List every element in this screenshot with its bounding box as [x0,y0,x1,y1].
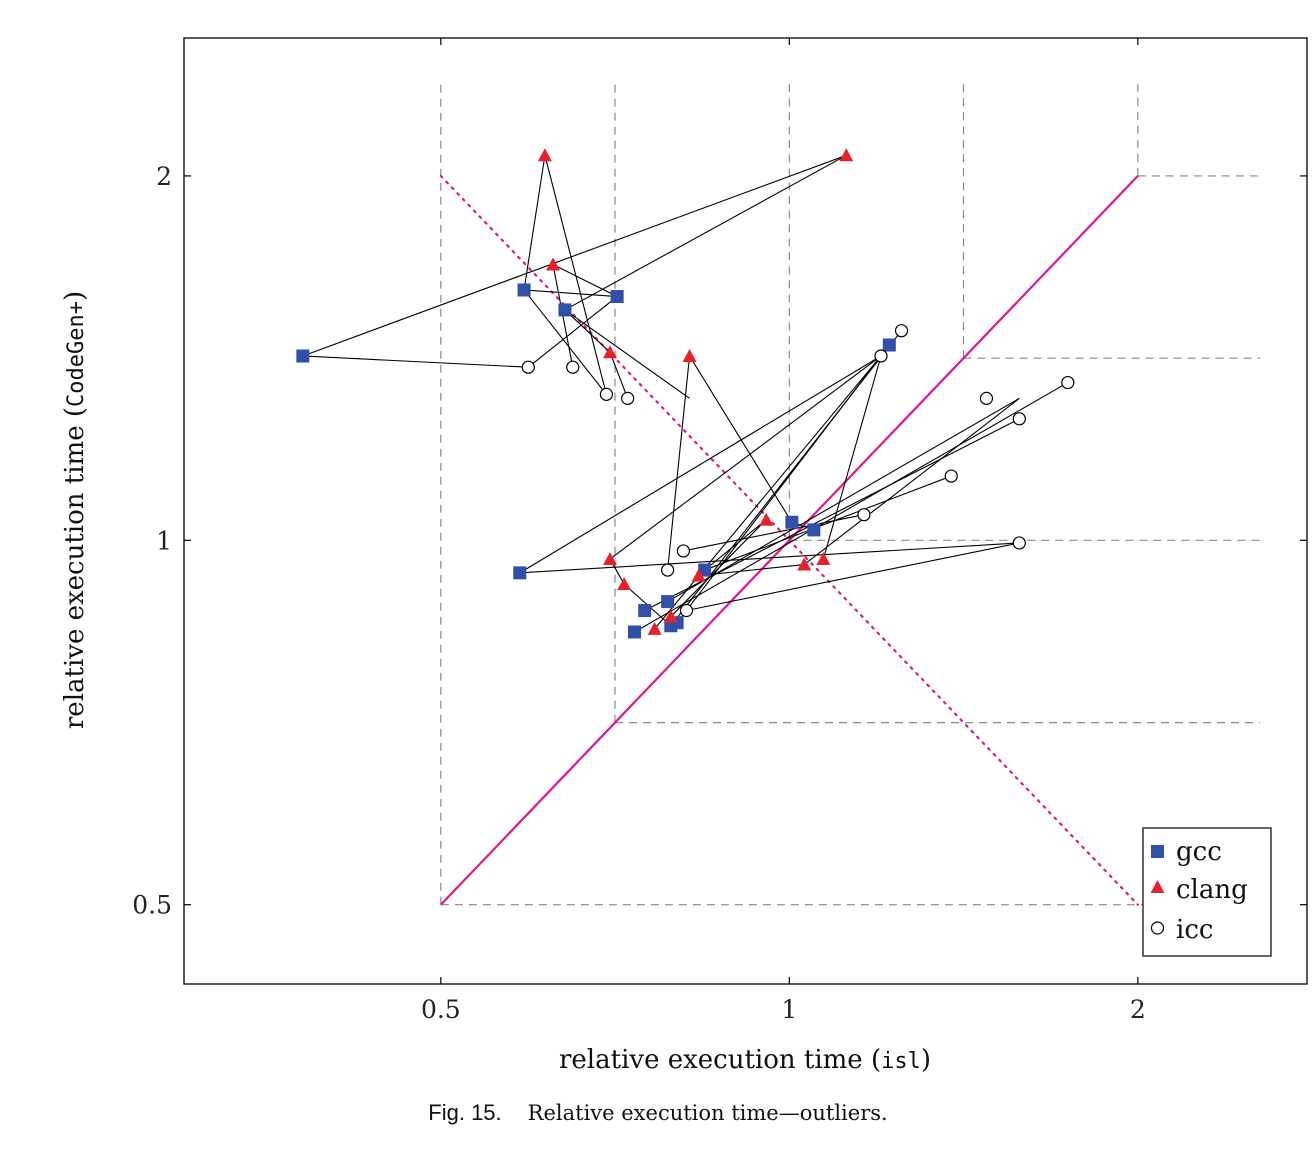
x-tick-label: 0.5 [421,995,461,1024]
anti-diagonal-dotted-line [439,174,1139,906]
caption-text: Relative execution time—outliers. [527,1101,888,1125]
clang-point [537,148,552,162]
connector-line [686,542,1020,612]
connector-line [302,154,847,357]
legend-gcc-marker [1151,845,1164,858]
gcc-point [638,604,652,618]
icc-point [944,469,958,483]
connector-line [609,352,629,399]
y-tick-label: 2 [156,162,172,191]
y-tick-label: 0.5 [132,891,172,920]
icc-point [1012,536,1026,550]
clang-point [839,148,854,162]
figure-caption: Fig. 15. Relative execution time—outliers… [0,1100,1316,1126]
connector-line [552,263,618,298]
connector-line [523,155,546,291]
connector-line [564,309,690,399]
legend-clang-label: clang [1176,875,1248,905]
clang-point [816,552,831,566]
gcc-point [513,566,527,580]
gcc-point [628,625,642,639]
plot-frame [183,37,1308,985]
icc-point [1012,412,1026,426]
connector-line [803,397,1020,565]
x-tick-label: 2 [1130,995,1146,1024]
connector-line [524,289,618,298]
connector-line [609,355,882,560]
gcc-point [558,303,572,317]
clang-point [617,577,632,591]
axis-ticks: 0.5 1 2 0.5 1 2 [132,38,1307,1024]
connector-line [689,355,793,523]
chart: 0.5 1 2 0.5 1 2 relative execution time (isl)… [60,37,1308,1075]
connector-line [654,355,882,630]
icc-point [874,349,888,363]
icc-point [679,603,694,618]
connector-line [519,355,882,574]
clang-point [797,557,812,571]
connector-line [523,289,607,395]
icc-point [857,508,871,522]
gcc-point [698,563,712,577]
icc-point [566,360,580,374]
clang-point [647,621,662,635]
icc-point [599,387,613,401]
clang-point [682,348,697,362]
clang-point [691,568,706,582]
clang-point [663,609,678,623]
icc-point [661,563,675,577]
clang-point [603,552,618,566]
y-axis-label: relative execution time (CodeGen+) [60,291,90,729]
gcc-point [610,290,624,304]
legend-icc-label: icc [1176,915,1213,945]
gcc-point [785,515,799,529]
connector-line [667,397,1020,603]
gcc-point [661,595,675,609]
reference-lines [440,80,1260,906]
figure-number: Fig. 15. [428,1100,502,1125]
diagonal-lines [439,174,1139,906]
connector-line [670,519,767,617]
connector-line [676,344,890,624]
legend-box [1142,827,1272,957]
icc-point [521,360,535,374]
legend-icc-marker [1150,921,1165,935]
icc-point [621,391,635,405]
connector-line [527,296,618,368]
connector-lines [302,154,1069,633]
x-tick-label: 1 [781,995,797,1024]
connector-line [634,382,1069,633]
connector-line [704,519,767,571]
x-axis-label: relative execution time (isl) [559,1045,931,1075]
icc-point [894,324,909,338]
clang-point [603,345,618,359]
gcc-point [882,338,896,352]
connector-line [698,563,805,577]
connector-line [302,355,529,368]
connector-line [564,309,611,353]
gcc-point [517,283,531,297]
connector-line [544,155,607,395]
legend: gcc clang icc [1142,827,1272,957]
legend-clang-marker [1150,880,1165,893]
y-tick-label: 1 [156,526,172,555]
connector-line [519,542,1020,574]
icc-point [676,544,690,558]
gcc-point [296,349,310,363]
legend-gcc-label: gcc [1176,837,1222,867]
connector-line [564,154,847,311]
connector-line [822,355,882,560]
clang-point [546,257,561,271]
gcc-point [807,523,821,537]
data-markers [296,148,1075,639]
connector-line [667,355,691,571]
connector-line [704,475,952,571]
clang-point [759,512,774,526]
icc-point [979,391,994,405]
icc-point [1061,375,1075,390]
